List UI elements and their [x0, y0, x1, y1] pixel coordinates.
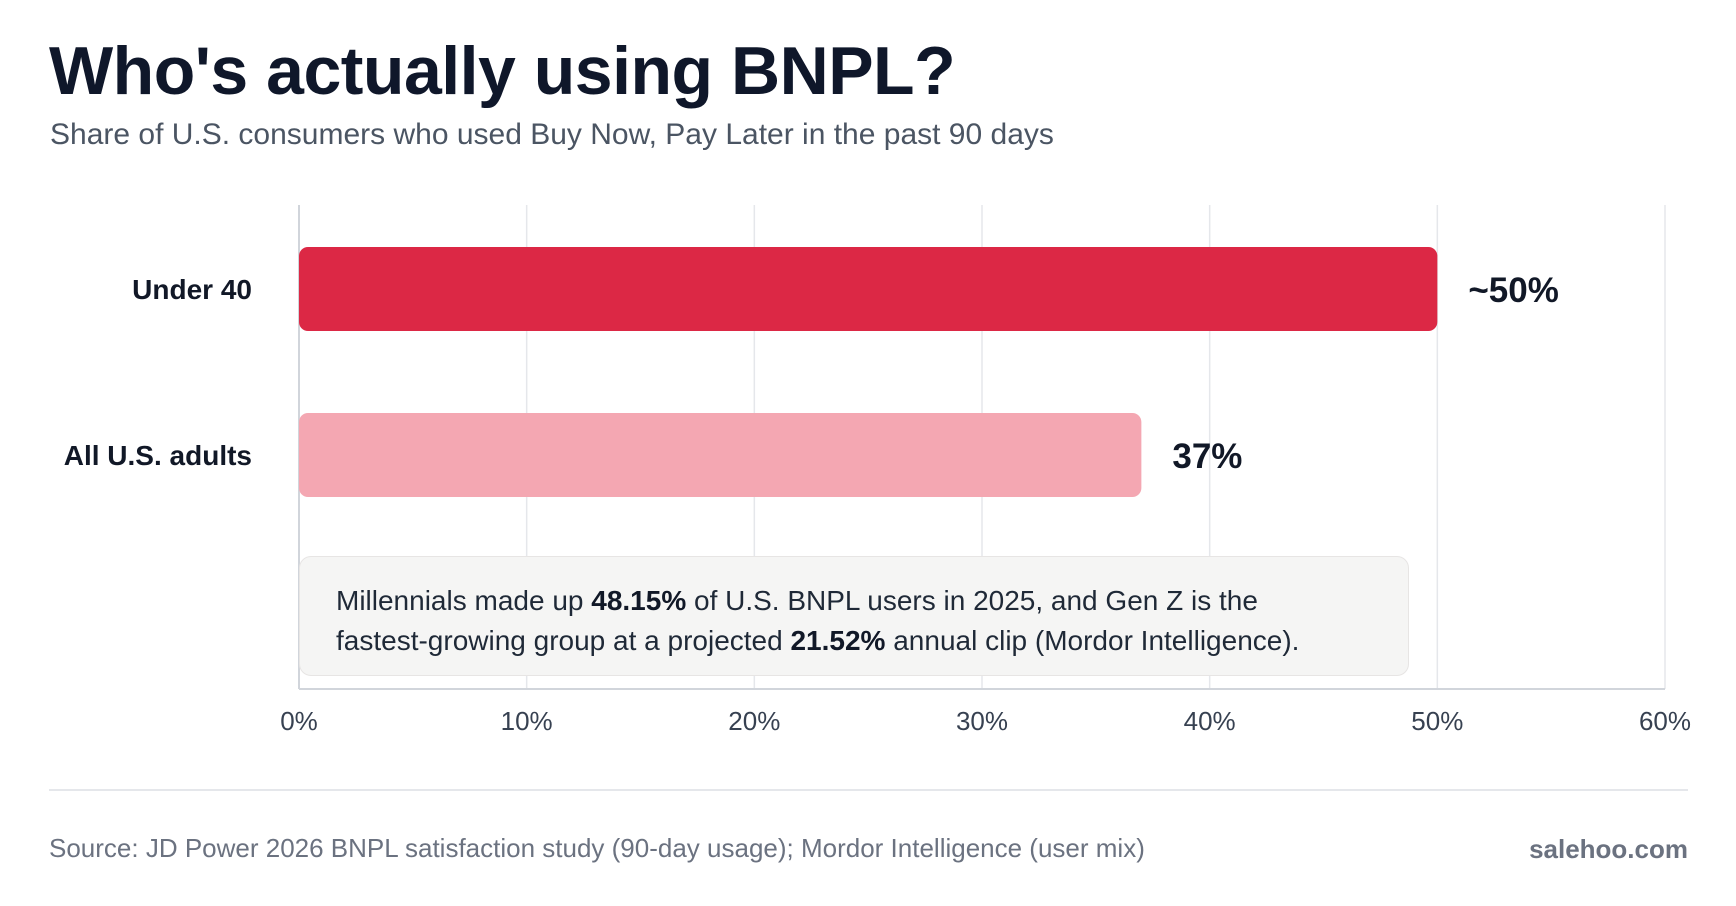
source-text: Source: JD Power 2026 BNPL satisfaction … — [49, 833, 1145, 863]
value-label: 37% — [1172, 437, 1242, 476]
category-label: All U.S. adults — [64, 440, 252, 471]
category-label: Under 40 — [132, 274, 252, 305]
brand-link[interactable]: salehoo.com — [1529, 834, 1688, 864]
bar — [299, 413, 1142, 497]
note-line1-post: of U.S. BNPL users in 2025, and Gen Z is… — [686, 585, 1258, 616]
x-tick-label: 60% — [1639, 706, 1691, 736]
note-line1-bold: 48.15% — [591, 585, 687, 616]
note-line2-bold: 21.52% — [790, 625, 886, 656]
x-tick-label: 20% — [728, 706, 780, 736]
x-tick-label: 40% — [1184, 706, 1236, 736]
bars — [299, 247, 1438, 497]
bar — [299, 247, 1438, 331]
annotation-note: Millennials made up 48.15% of U.S. BNPL … — [299, 556, 1409, 676]
note-line2-post: annual clip (Mordor Intelligence). — [885, 625, 1300, 656]
value-label: ~50% — [1468, 271, 1559, 310]
chart-title: Who's actually using BNPL? — [49, 33, 956, 109]
chart-subtitle: Share of U.S. consumers who used Buy Now… — [50, 118, 1054, 151]
x-tick-label: 50% — [1411, 706, 1463, 736]
x-tick-label: 0% — [280, 706, 318, 736]
bar-chart: 0% 10% 20% 30% 40% 50% 60% Under 40 ~50% All U.S.… — [64, 205, 1691, 736]
x-tick-label: 10% — [501, 706, 553, 736]
note-line1-pre: Millennials made up — [336, 585, 592, 616]
x-tick-label: 30% — [956, 706, 1008, 736]
footer-divider — [49, 789, 1688, 791]
note-line2-pre: fastest-growing group at a projected — [336, 625, 791, 656]
labels: 0% 10% 20% 30% 40% 50% 60% Under 40 ~50% All U.S.… — [64, 271, 1691, 736]
